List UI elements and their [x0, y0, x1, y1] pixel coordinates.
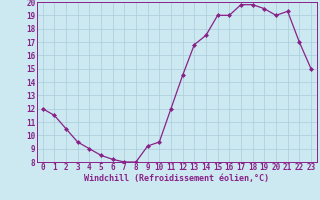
X-axis label: Windchill (Refroidissement éolien,°C): Windchill (Refroidissement éolien,°C) — [84, 174, 269, 183]
